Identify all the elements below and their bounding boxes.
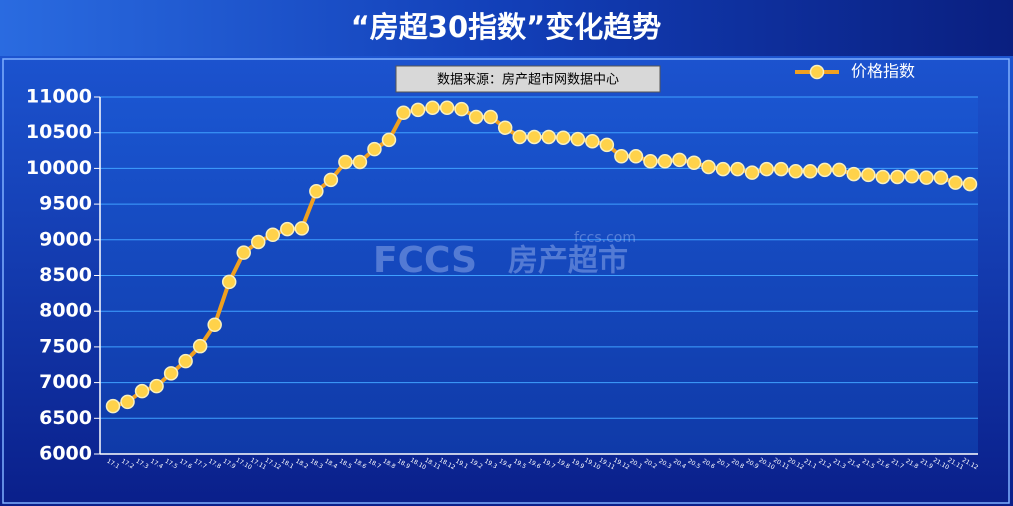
y-tick-label: 9500: [39, 193, 92, 215]
marker: [381, 132, 397, 148]
marker: [207, 317, 222, 333]
marker: [439, 100, 455, 115]
marker: [468, 109, 484, 125]
source-box: [395, 65, 661, 93]
marker: [788, 164, 803, 179]
marker: [672, 152, 687, 168]
frame: [2, 58, 1010, 504]
marker: [149, 378, 164, 394]
source: 数据来源：房产超市网数据中心: [437, 72, 619, 88]
marker: [904, 169, 920, 184]
marker: [367, 141, 382, 157]
marker: [962, 176, 978, 192]
marker: [352, 154, 368, 170]
marker: [933, 170, 949, 185]
watermark-text: 房产超市: [508, 244, 628, 279]
marker: [744, 165, 760, 180]
marker: [759, 161, 774, 177]
marker: [512, 129, 527, 145]
legend-label: 价格指数: [851, 62, 915, 81]
marker: [730, 161, 745, 177]
watermark-text: fccs.com: [574, 230, 636, 246]
marker: [628, 149, 644, 164]
y-tick-label: 11000: [26, 86, 92, 108]
marker: [919, 170, 934, 185]
marker: [178, 353, 193, 369]
y-tick-label: 7500: [39, 335, 92, 357]
y-tick-label: 10500: [26, 121, 92, 143]
marker: [817, 162, 832, 178]
marker: [105, 398, 121, 414]
marker: [163, 366, 179, 381]
marker: [715, 161, 731, 177]
marker: [425, 100, 440, 115]
marker: [875, 169, 891, 185]
marker: [657, 154, 673, 169]
marker: [890, 169, 905, 185]
marker: [614, 149, 629, 164]
marker: [556, 130, 571, 145]
marker: [323, 172, 339, 188]
legend-marker: [809, 64, 825, 80]
marker: [832, 162, 847, 178]
marker: [497, 120, 513, 135]
marker: [773, 161, 789, 177]
marker: [643, 154, 658, 169]
chart-title: “房超30指数”变化趋势: [351, 10, 661, 44]
marker: [192, 338, 208, 354]
y-tick-label: 9000: [39, 228, 92, 250]
marker: [948, 175, 963, 190]
marker: [541, 129, 557, 145]
y-tick-label: 6500: [39, 407, 92, 429]
marker: [396, 105, 411, 120]
marker: [570, 131, 586, 147]
marker: [846, 166, 862, 182]
marker: [294, 221, 310, 236]
marker: [483, 109, 498, 125]
marker: [134, 383, 150, 399]
marker: [221, 274, 237, 290]
y-tick-label: 10000: [26, 157, 92, 179]
marker: [802, 164, 818, 179]
y-tick-label: 7000: [39, 371, 92, 393]
marker: [701, 159, 716, 175]
y-tick-label: 6000: [39, 443, 92, 465]
marker: [861, 167, 876, 183]
marker: [120, 394, 135, 410]
marker: [454, 101, 469, 117]
y-tick-label: 8000: [39, 300, 92, 322]
marker: [526, 129, 542, 145]
marker: [280, 221, 295, 237]
marker: [585, 134, 600, 149]
marker: [686, 155, 702, 170]
marker: [599, 137, 615, 153]
marker: [265, 227, 281, 243]
watermark: fccs.com FCCS 房产超市: [373, 230, 636, 281]
marker: [410, 102, 426, 118]
marker: [236, 245, 251, 260]
marker: [309, 183, 324, 199]
marker: [338, 154, 353, 170]
y-tick-label: 8500: [39, 264, 92, 286]
watermark-text: FCCS: [373, 240, 477, 281]
marker: [251, 234, 266, 250]
title-band: [0, 0, 1013, 56]
